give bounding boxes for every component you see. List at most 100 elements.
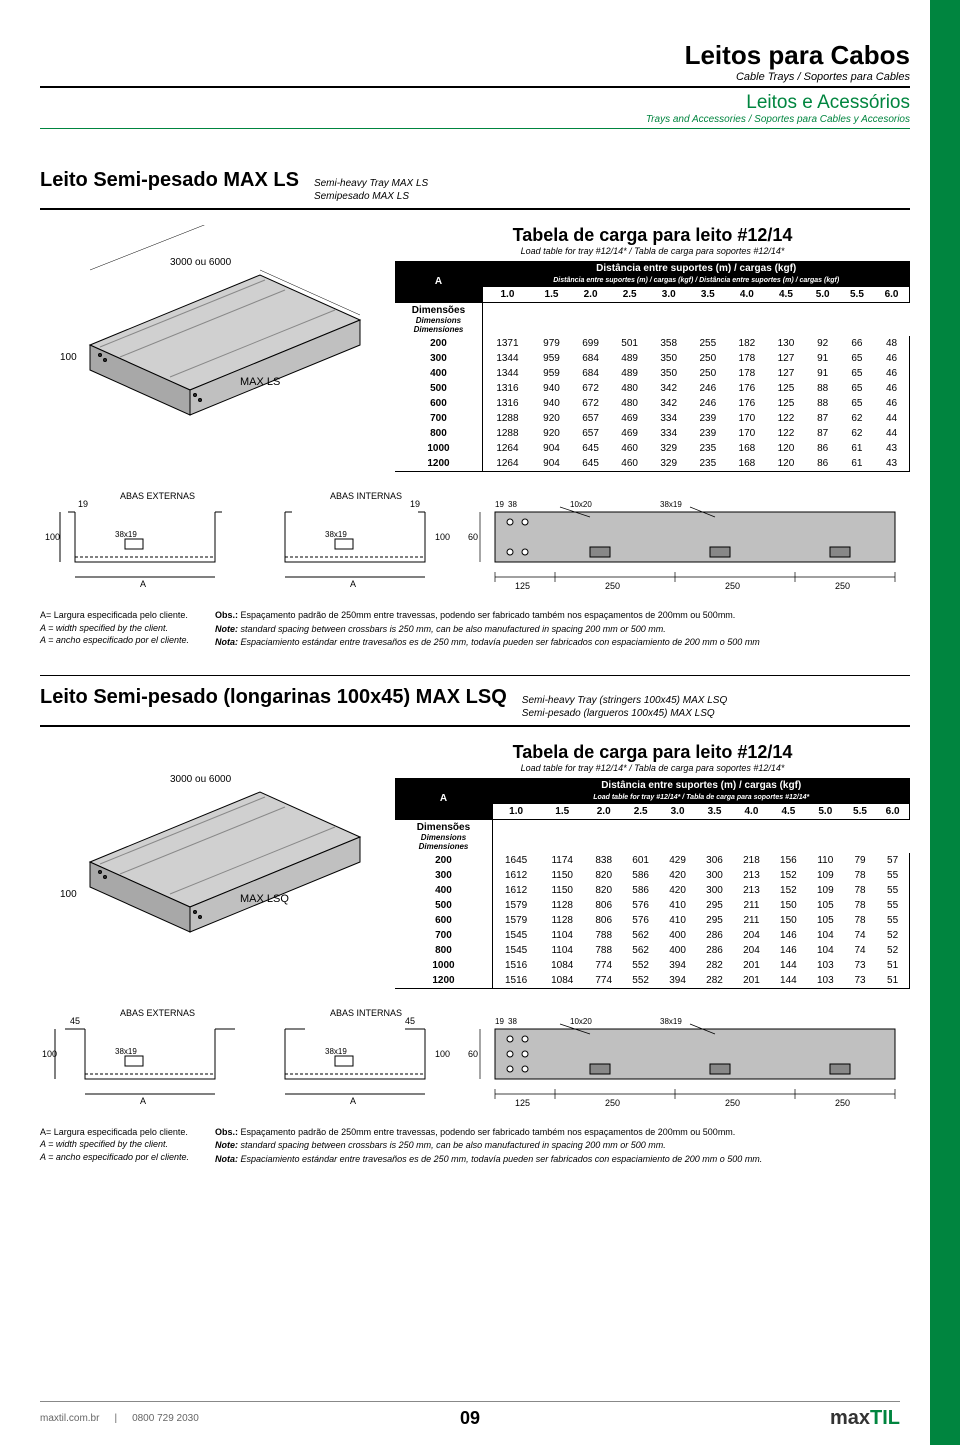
data-cell: 201 <box>733 973 770 989</box>
svg-text:250: 250 <box>835 1098 850 1108</box>
data-cell: 500 <box>395 898 492 913</box>
data-cell: 1579 <box>492 913 539 928</box>
data-cell: 300 <box>696 883 733 898</box>
svg-text:MAX LSQ: MAX LSQ <box>240 893 289 905</box>
data-cell: 78 <box>844 868 876 883</box>
data-cell: 1344 <box>482 351 532 366</box>
data-cell: 146 <box>770 928 807 943</box>
data-cell: 959 <box>532 351 571 366</box>
data-cell: 46 <box>874 396 909 411</box>
data-cell: 152 <box>770 883 807 898</box>
data-cell: 600 <box>395 913 492 928</box>
data-cell: 1128 <box>539 898 585 913</box>
col-header: 1.5 <box>532 287 571 303</box>
data-cell: 176 <box>727 381 766 396</box>
profile-ext-1: ABAS EXTERNAS 100 19 38x19 A <box>40 487 240 597</box>
iso-diagram-1: 3000 ou 6000 100 MAX LS <box>40 225 380 435</box>
iso-diagram-2: 3000 ou 6000 100 MAX LSQ <box>40 742 380 952</box>
data-cell: 109 <box>807 868 844 883</box>
data-cell: 820 <box>585 883 622 898</box>
data-cell: 204 <box>733 928 770 943</box>
data-cell: 684 <box>571 351 610 366</box>
data-cell: 774 <box>585 973 622 989</box>
data-cell: 400 <box>659 928 696 943</box>
product-1: Leito Semi-pesado MAX LS Semi-heavy Tray… <box>40 169 910 650</box>
data-cell: 394 <box>659 958 696 973</box>
data-cell: 250 <box>688 366 727 381</box>
data-cell: 940 <box>532 381 571 396</box>
data-cell: 43 <box>874 441 909 456</box>
svg-text:3000 ou 6000: 3000 ou 6000 <box>170 774 232 785</box>
col-header: 4.0 <box>733 804 770 820</box>
data-cell: 125 <box>766 381 805 396</box>
data-cell: 235 <box>688 456 727 472</box>
data-cell: 460 <box>610 441 649 456</box>
data-cell: 78 <box>844 898 876 913</box>
svg-text:250: 250 <box>725 581 740 591</box>
col-header: 4.5 <box>770 804 807 820</box>
data-cell: 168 <box>727 441 766 456</box>
data-cell: 400 <box>395 883 492 898</box>
data-cell: 672 <box>571 381 610 396</box>
data-cell: 52 <box>876 943 909 958</box>
data-cell: 91 <box>806 366 840 381</box>
data-cell: 306 <box>696 853 733 868</box>
data-cell: 55 <box>876 898 909 913</box>
svg-text:100: 100 <box>435 532 450 542</box>
data-cell: 1000 <box>395 441 482 456</box>
svg-text:10x20: 10x20 <box>570 1017 592 1026</box>
data-cell: 46 <box>874 351 909 366</box>
notes-1: A= Largura especificada pelo cliente. A … <box>40 609 910 650</box>
table-1-title: Tabela de carga para leito #12/14 <box>395 225 910 246</box>
data-cell: 92 <box>806 336 840 351</box>
data-cell: 120 <box>766 441 805 456</box>
svg-text:125: 125 <box>515 581 530 591</box>
data-cell: 394 <box>659 973 696 989</box>
data-cell: 329 <box>649 456 688 472</box>
data-cell: 800 <box>395 943 492 958</box>
data-cell: 144 <box>770 973 807 989</box>
data-cell: 282 <box>696 958 733 973</box>
data-cell: 286 <box>696 928 733 943</box>
data-cell: 400 <box>395 366 482 381</box>
data-cell: 46 <box>874 366 909 381</box>
data-cell: 420 <box>659 883 696 898</box>
data-cell: 334 <box>649 411 688 426</box>
data-cell: 400 <box>659 943 696 958</box>
svg-text:100: 100 <box>435 1049 450 1059</box>
data-cell: 552 <box>622 973 659 989</box>
svg-text:38x19: 38x19 <box>115 530 137 539</box>
data-cell: 469 <box>610 426 649 441</box>
table-2-title: Tabela de carga para leito #12/14 <box>395 742 910 763</box>
th-a: A <box>395 261 482 303</box>
data-cell: 342 <box>649 396 688 411</box>
profiles-row-2: ABAS EXTERNAS 100 45 38x19 A ABAS INTERN… <box>40 1004 910 1114</box>
data-cell: 1288 <box>482 426 532 441</box>
data-cell: 1128 <box>539 913 585 928</box>
data-cell: 218 <box>733 853 770 868</box>
svg-text:ABAS EXTERNAS: ABAS EXTERNAS <box>120 491 195 501</box>
data-cell: 800 <box>395 426 482 441</box>
data-cell: 127 <box>766 351 805 366</box>
data-cell: 144 <box>770 958 807 973</box>
svg-text:250: 250 <box>835 581 850 591</box>
data-cell: 73 <box>844 973 876 989</box>
data-cell: 657 <box>571 426 610 441</box>
dim-height: 100 <box>60 352 77 363</box>
data-cell: 282 <box>696 973 733 989</box>
data-cell: 66 <box>840 336 874 351</box>
product-tag: MAX LS <box>240 376 280 388</box>
data-cell: 105 <box>807 913 844 928</box>
col-header: 1.0 <box>492 804 539 820</box>
col-header: 2.5 <box>622 804 659 820</box>
col-header: 3.5 <box>688 287 727 303</box>
data-cell: 88 <box>806 381 840 396</box>
data-cell: 295 <box>696 898 733 913</box>
data-cell: 1174 <box>539 853 585 868</box>
data-cell: 130 <box>766 336 805 351</box>
data-cell: 576 <box>622 913 659 928</box>
svg-text:A: A <box>350 1096 356 1106</box>
data-cell: 1000 <box>395 958 492 973</box>
data-cell: 74 <box>844 943 876 958</box>
svg-text:250: 250 <box>725 1098 740 1108</box>
